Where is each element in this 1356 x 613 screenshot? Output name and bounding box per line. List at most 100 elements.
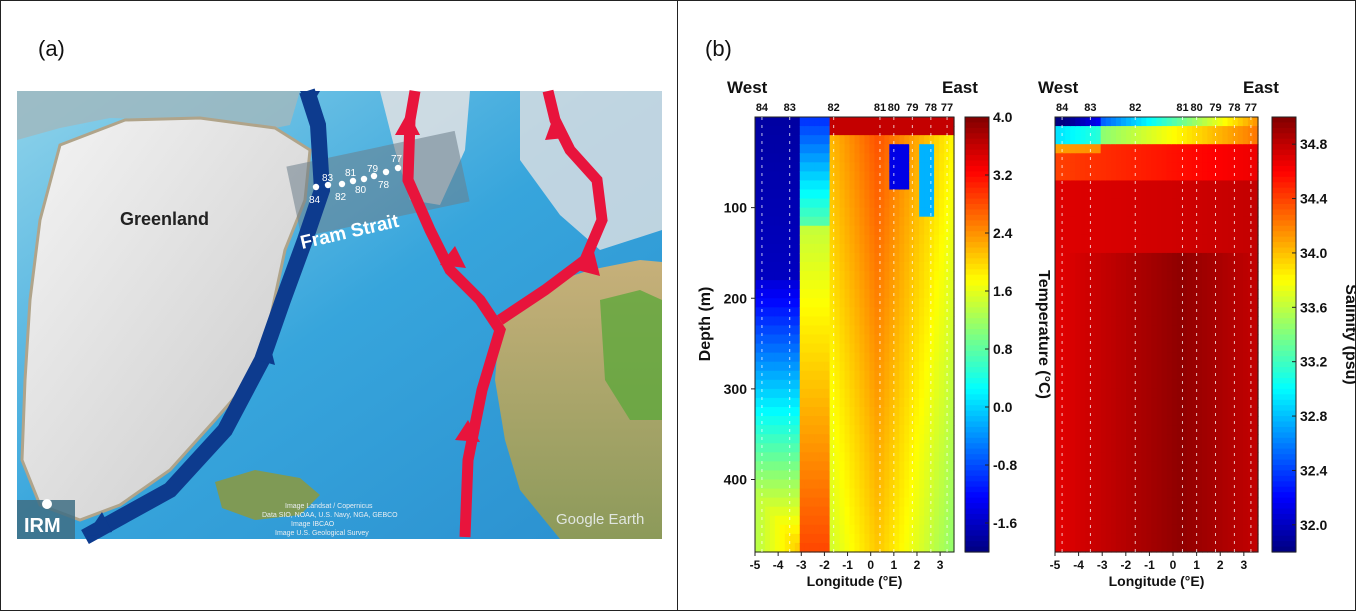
heatmap-cell: [1085, 243, 1092, 254]
heatmap-cell: [769, 135, 776, 145]
heatmap-cell: [1110, 425, 1117, 435]
heatmap-cell: [879, 352, 885, 363]
heatmap-cell: [799, 397, 806, 408]
heatmap-cell: [804, 262, 811, 272]
heatmap-cell: [769, 234, 776, 245]
heatmap-cell: [804, 153, 811, 163]
heatmap-cell: [1227, 416, 1234, 426]
heatmap-cell: [944, 542, 950, 553]
heatmap-cell: [1237, 343, 1244, 354]
heatmap-cell: [1110, 325, 1117, 336]
heatmap-cell: [1192, 234, 1198, 245]
heatmap-cell: [784, 171, 791, 182]
heatmap-cell: [859, 524, 866, 535]
heatmap-cell: [859, 452, 866, 462]
heatmap-cell: [849, 397, 856, 408]
heatmap-cell: [949, 397, 955, 408]
colorbar-segment: [965, 312, 989, 319]
heatmap-cell: [1075, 252, 1081, 263]
heatmap-cell: [1146, 334, 1153, 345]
heatmap-cell: [1120, 117, 1127, 127]
heatmap-cell: [769, 252, 776, 263]
heatmap-cell: [824, 379, 831, 390]
heatmap-cell: [889, 126, 895, 136]
heatmap-cell: [774, 434, 781, 444]
heatmap-cell: [1227, 307, 1234, 317]
heatmap-cell: [1242, 189, 1249, 200]
heatmap-cell: [1192, 180, 1198, 191]
heatmap-cell: [1136, 434, 1142, 444]
heatmap-cell: [1181, 234, 1188, 245]
heatmap-cell: [1055, 271, 1061, 281]
heatmap-cell: [1136, 289, 1142, 299]
heatmap-cell: [1095, 461, 1102, 472]
heatmap-cell: [1100, 252, 1107, 263]
heatmap-cell: [949, 289, 955, 299]
heatmap-cell: [904, 497, 910, 508]
station-tick-84: 84: [756, 102, 769, 114]
heatmap-cell: [755, 262, 761, 272]
irm-label: IRM: [24, 515, 61, 537]
heatmap-cell: [944, 207, 950, 218]
heatmap-cell: [894, 488, 900, 499]
heatmap-cell: [1197, 198, 1203, 209]
heatmap-cell: [799, 388, 806, 399]
heatmap-cell: [1227, 434, 1234, 444]
heatmap-cell: [1156, 352, 1163, 363]
heatmap-cell: [899, 524, 905, 535]
heatmap-cell: [824, 370, 831, 381]
heatmap-cell: [789, 262, 796, 272]
heatmap-cell: [1252, 533, 1259, 544]
heatmap-cell: [784, 479, 791, 490]
heatmap-cell: [774, 189, 781, 200]
heatmap-cell: [1120, 325, 1127, 336]
heatmap-cell: [1202, 470, 1208, 481]
panel-b-label: (b): [705, 36, 732, 61]
heatmap-cell: [779, 488, 786, 499]
colorbar-segment: [965, 193, 989, 200]
heatmap-cell: [1171, 207, 1178, 218]
heatmap-cell: [789, 189, 796, 200]
heatmap-cell: [899, 533, 905, 544]
heatmap-cell: [1222, 379, 1229, 390]
heatmap-cell: [1181, 271, 1188, 281]
heatmap-cell: [794, 452, 801, 462]
heatmap-cell: [789, 343, 796, 354]
heatmap-cell: [789, 515, 796, 526]
heatmap-cell: [819, 407, 826, 417]
heatmap-cell: [1252, 370, 1259, 381]
heatmap-cell: [1156, 397, 1163, 408]
heatmap-cell: [864, 298, 871, 308]
heatmap-cell: [764, 416, 771, 426]
heatmap-cell: [804, 144, 811, 154]
heatmap-cell: [844, 189, 851, 200]
heatmap-cell: [1192, 388, 1198, 399]
heatmap-cell: [939, 117, 945, 127]
heatmap-cell: [814, 135, 821, 145]
heatmap-cell: [1065, 488, 1071, 499]
heatmap-cell: [1222, 225, 1229, 236]
heatmap-cell: [755, 370, 761, 381]
heatmap-cell: [794, 334, 801, 345]
heatmap-cell: [1070, 452, 1076, 462]
heatmap-cell: [774, 388, 781, 399]
heatmap-cell: [919, 252, 925, 263]
heatmap-cell: [1085, 352, 1092, 363]
heatmap-cell: [944, 343, 950, 354]
heatmap-cell: [869, 144, 875, 154]
heatmap-cell: [864, 388, 871, 399]
colorbar-tick-label: -1.6: [993, 515, 1017, 531]
heatmap-cell: [1156, 334, 1163, 345]
heatmap-cell: [1232, 289, 1239, 299]
station-dot-77: [394, 164, 402, 172]
heatmap-cell: [1207, 533, 1213, 544]
heatmap-cell: [894, 307, 900, 317]
heatmap-cell: [1156, 135, 1163, 145]
heatmap-cell: [924, 126, 930, 136]
heatmap-cell: [1055, 434, 1061, 444]
heatmap-cell: [1126, 144, 1132, 154]
heatmap-cell: [1136, 488, 1142, 499]
heatmap-cell: [1105, 542, 1112, 553]
colorbar-segment: [1272, 117, 1296, 124]
heatmap-cell: [1075, 234, 1081, 245]
